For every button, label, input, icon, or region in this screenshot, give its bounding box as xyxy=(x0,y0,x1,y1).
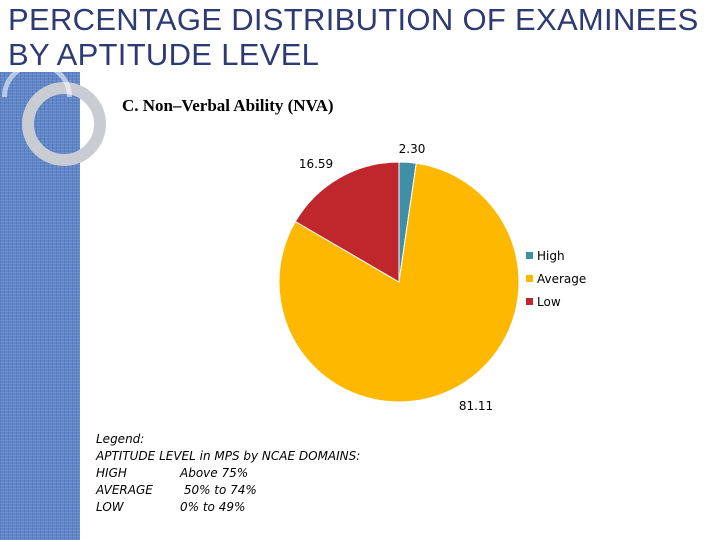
pie-slice-low xyxy=(294,161,400,283)
data-label-low: 16.59 xyxy=(299,157,333,171)
slide-title-line-2: BY APTITUDE LEVEL xyxy=(8,37,320,72)
legend-note-row: AVERAGE 50% to 74% xyxy=(96,482,360,499)
legend-swatch-average xyxy=(526,275,533,282)
pie-slice-average xyxy=(278,162,520,403)
chart-title: C. Non–Verbal Ability (NVA) xyxy=(122,96,334,115)
legend-note-range: Above 75% xyxy=(180,466,249,480)
legend-label-average: Average xyxy=(537,271,587,286)
legend-item-average: Average xyxy=(526,267,586,290)
legend-note-row: LOW 0% to 49% xyxy=(96,499,360,516)
legend-note-subheading: APTITUDE LEVEL in MPS by NCAE DOMAINS: xyxy=(96,449,361,463)
data-label-high: 2.30 xyxy=(399,142,426,156)
slide-title: PERCENTAGE DISTRIBUTION OF EXAMINEES BY … xyxy=(8,2,720,72)
legend-note-heading: Legend: xyxy=(96,432,145,446)
legend-swatch-high xyxy=(526,252,533,259)
data-label-average: 81.11 xyxy=(459,399,493,413)
slide-title-line-1: PERCENTAGE DISTRIBUTION OF EXAMINEES xyxy=(8,2,699,37)
legend-note-row: HIGH Above 75% xyxy=(96,465,360,482)
legend-note-level: LOW xyxy=(96,500,124,514)
legend-item-high: High xyxy=(526,244,586,267)
chart-legend: High Average Low xyxy=(526,244,586,313)
legend-note-level: AVERAGE xyxy=(96,483,153,497)
legend-item-low: Low xyxy=(526,290,586,313)
legend-label-high: High xyxy=(537,248,565,263)
legend-note-range: 50% to 74% xyxy=(180,483,257,497)
legend-swatch-low xyxy=(526,298,533,305)
legend-note-level: HIGH xyxy=(96,466,127,480)
legend-label-low: Low xyxy=(537,294,561,309)
aptitude-legend-note: Legend: APTITUDE LEVEL in MPS by NCAE DO… xyxy=(96,431,360,516)
legend-note-range: 0% to 49% xyxy=(180,500,246,514)
